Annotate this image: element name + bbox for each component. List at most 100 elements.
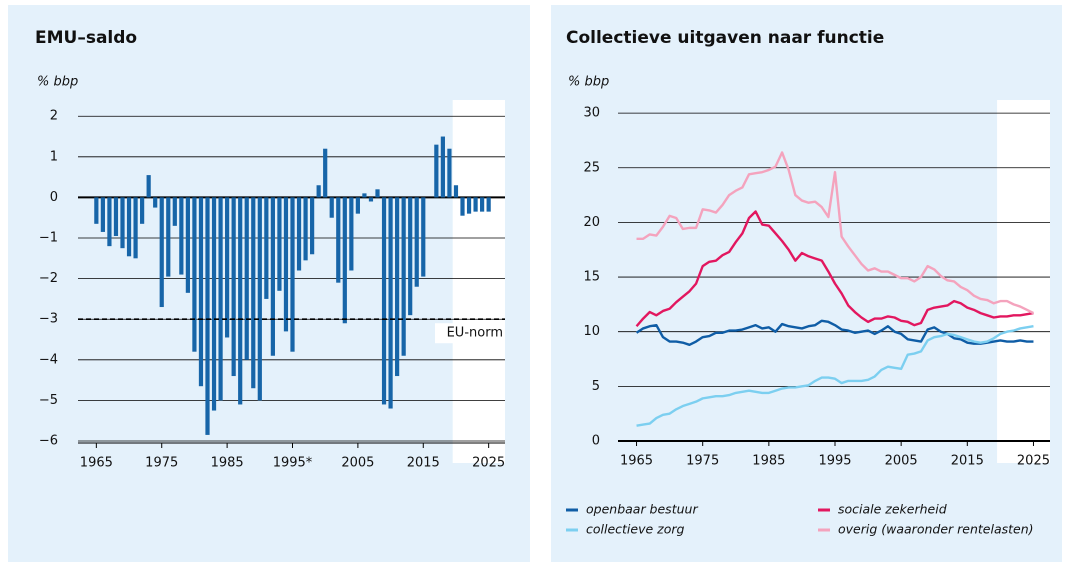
y-tick-label: 15: [583, 270, 600, 285]
bar: [192, 197, 197, 352]
bar: [368, 197, 374, 202]
bar: [120, 197, 125, 249]
bar: [408, 197, 413, 316]
y-tick-label: −3: [39, 312, 58, 327]
bar: [434, 144, 439, 198]
bar: [126, 197, 132, 257]
x-tick-label: 1965: [620, 454, 653, 469]
bar: [211, 197, 217, 411]
bar: [264, 197, 269, 299]
bar: [486, 197, 491, 212]
bar: [100, 197, 105, 232]
bar: [94, 197, 99, 224]
x-tick-label: 1995: [818, 454, 851, 469]
reference-label-bg: [435, 323, 505, 344]
x-tick-label: 2005: [885, 454, 918, 469]
bar: [480, 197, 485, 212]
legend-label: collectieve zorg: [586, 522, 685, 537]
legend-label: sociale zekerheid: [838, 502, 947, 517]
bar: [440, 136, 445, 198]
y-tick-label: −2: [39, 271, 58, 286]
bar: [133, 197, 138, 259]
bar: [296, 197, 302, 271]
bar: [355, 197, 360, 214]
bar: [277, 197, 282, 291]
bar: [362, 193, 367, 198]
bar: [453, 185, 459, 198]
bar: [460, 197, 465, 216]
x-tick-label: 2015: [407, 456, 440, 471]
y-tick-label: 0: [592, 434, 600, 449]
bar: [113, 197, 119, 236]
bar: [159, 197, 164, 308]
bar: [316, 185, 321, 198]
x-tick-label: 2015: [951, 454, 984, 469]
bar: [205, 197, 210, 435]
series-line: [635, 210, 1034, 328]
bar: [401, 197, 406, 356]
y-tick-label: 20: [583, 215, 600, 230]
y-axis-label: % bbp: [37, 75, 78, 90]
bar: [166, 197, 171, 277]
bar: [349, 197, 354, 271]
bar: [225, 197, 230, 338]
bar: [381, 197, 387, 405]
x-tick-label: 2005: [341, 456, 374, 471]
x-tick-label: 1995*: [273, 456, 313, 471]
reference-label: EU-norm: [447, 326, 503, 341]
chart-title: Collectieve uitgaven naar functie: [566, 28, 884, 48]
bar: [270, 197, 275, 356]
y-tick-label: 10: [583, 324, 600, 339]
y-tick-label: 25: [583, 160, 600, 175]
x-tick-label: 1985: [752, 454, 785, 469]
y-tick-label: 30: [583, 106, 600, 121]
bar: [447, 148, 452, 198]
bar: [107, 197, 112, 247]
bar: [290, 197, 295, 352]
y-tick-label: −4: [39, 352, 58, 367]
y-axis-label: % bbp: [568, 75, 609, 90]
y-tick-label: 2: [50, 109, 58, 124]
bar: [140, 197, 145, 224]
y-tick-label: 0: [50, 190, 58, 205]
x-tick-label: 1975: [686, 454, 719, 469]
bar: [218, 197, 223, 401]
bar: [473, 197, 478, 212]
y-tick-label: −6: [39, 434, 58, 449]
y-tick-label: −5: [39, 393, 58, 408]
x-tick-label: 2025: [1017, 454, 1050, 469]
panel-left: [8, 5, 530, 562]
x-tick-label: 1965: [80, 456, 113, 471]
y-tick-label: 5: [592, 379, 600, 394]
bar: [172, 197, 177, 226]
panel-right: [551, 5, 1062, 562]
bar: [414, 197, 419, 287]
series-line: [636, 325, 1034, 427]
x-tick-label: 1975: [145, 456, 178, 471]
bar: [388, 197, 393, 409]
chart-title: EMU–saldo: [35, 28, 137, 48]
bar: [244, 197, 249, 360]
x-tick-label: 2025: [472, 456, 505, 471]
bar: [421, 197, 426, 277]
bar: [283, 197, 289, 332]
bar: [238, 197, 243, 405]
forecast-shade: [452, 100, 505, 463]
x-tick-label: 1985: [211, 456, 244, 471]
legend-label: openbaar bestuur: [586, 502, 698, 517]
forecast-shade: [997, 100, 1050, 463]
bar: [198, 197, 204, 387]
bar: [231, 197, 236, 377]
bar: [303, 197, 308, 261]
bar: [185, 197, 190, 293]
legend-label: overig (waaronder rentelasten): [838, 522, 1034, 537]
bar: [153, 197, 158, 208]
bar: [336, 197, 341, 283]
bar: [310, 197, 315, 255]
y-tick-label: −1: [39, 231, 58, 246]
bar: [329, 197, 334, 218]
bar: [146, 175, 151, 198]
series-line: [636, 151, 1034, 315]
bar: [342, 197, 347, 324]
